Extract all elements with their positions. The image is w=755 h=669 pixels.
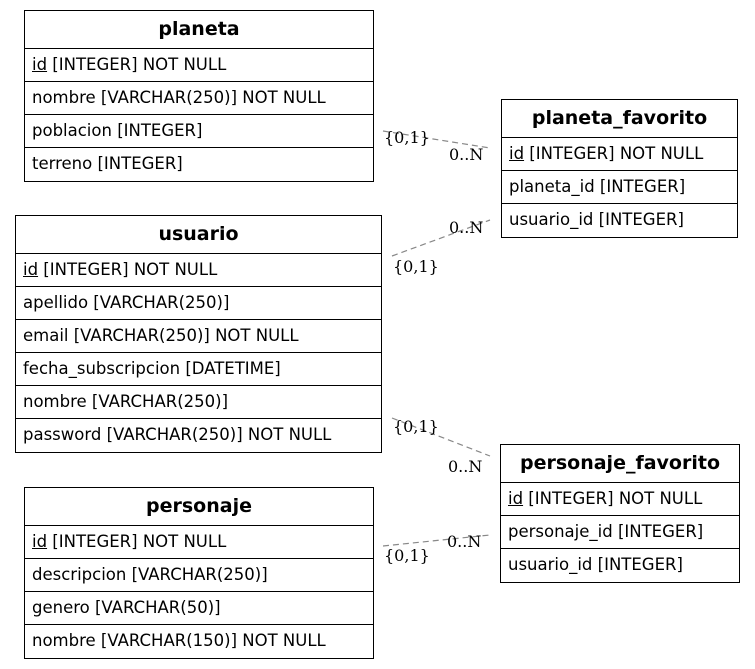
card-usuario-pjf-from: {0,1} — [393, 417, 439, 436]
entity-personaje[interactable]: personaje id [INTEGER] NOT NULL descripc… — [24, 487, 374, 659]
attribute-row: id [INTEGER] NOT NULL — [25, 526, 373, 559]
entity-title: usuario — [16, 216, 381, 254]
attribute-row: planeta_id [INTEGER] — [502, 171, 737, 204]
entity-title: personaje — [25, 488, 373, 526]
attribute-row: email [VARCHAR(250)] NOT NULL — [16, 320, 381, 353]
card-planeta-from: {0,1} — [384, 128, 430, 147]
entity-title: planeta — [25, 11, 373, 49]
primary-key: id — [32, 532, 48, 551]
rel-line-usuario-planeta-favorito — [391, 219, 491, 257]
attribute-row: usuario_id [INTEGER] — [509, 210, 684, 229]
entity-personaje-favorito[interactable]: personaje_favorito id [INTEGER] NOT NULL… — [500, 444, 740, 583]
attribute-row: id [INTEGER] NOT NULL — [25, 49, 373, 82]
primary-key: id — [32, 55, 48, 74]
attribute-row: nombre [VARCHAR(250)] — [16, 386, 381, 419]
attribute-row: fecha_subscripcion [DATETIME] — [16, 353, 381, 386]
attribute-row: id [INTEGER] NOT NULL — [16, 254, 381, 287]
attribute-row: usuario_id [INTEGER] — [508, 555, 683, 574]
card-personaje-from: {0,1} — [384, 546, 430, 565]
card-usuario-pf-from: {0,1} — [393, 257, 439, 276]
entity-usuario[interactable]: usuario id [INTEGER] NOT NULL apellido [… — [15, 215, 382, 453]
attribute-row: id [INTEGER] NOT NULL — [501, 483, 739, 516]
card-usuario-pf-to: 0..N — [449, 218, 483, 237]
attribute-row: id [INTEGER] NOT NULL — [502, 138, 737, 171]
rel-line-usuario-personaje-favorito — [391, 417, 491, 457]
entity-title: personaje_favorito — [501, 445, 739, 483]
primary-key: id — [509, 144, 525, 163]
entity-planeta-favorito[interactable]: planeta_favorito id [INTEGER] NOT NULL p… — [501, 99, 738, 238]
card-planeta-favorito-to: 0..N — [449, 145, 483, 164]
attribute-row: personaje_id [INTEGER] — [501, 516, 739, 549]
primary-key: id — [23, 260, 39, 279]
primary-key: id — [508, 489, 524, 508]
attribute-row: nombre [VARCHAR(150)] NOT NULL — [32, 631, 326, 650]
card-personaje-favorito-to: 0..N — [448, 457, 482, 476]
entity-title: planeta_favorito — [502, 100, 737, 138]
attribute-row: password [VARCHAR(250)] NOT NULL — [23, 425, 332, 444]
card-personaje-pjf-to: 0..N — [447, 532, 481, 551]
rel-line-planeta-planeta-favorito — [382, 130, 491, 149]
entity-planeta[interactable]: planeta id [INTEGER] NOT NULL nombre [VA… — [24, 10, 374, 182]
attribute-row: genero [VARCHAR(50)] — [25, 592, 373, 625]
rel-line-personaje-personaje-favorito — [382, 534, 491, 547]
attribute-row: poblacion [INTEGER] — [25, 115, 373, 148]
attribute-row: nombre [VARCHAR(250)] NOT NULL — [25, 82, 373, 115]
attribute-row: descripcion [VARCHAR(250)] — [25, 559, 373, 592]
attribute-row: terreno [INTEGER] — [32, 154, 183, 173]
attribute-row: apellido [VARCHAR(250)] — [16, 287, 381, 320]
